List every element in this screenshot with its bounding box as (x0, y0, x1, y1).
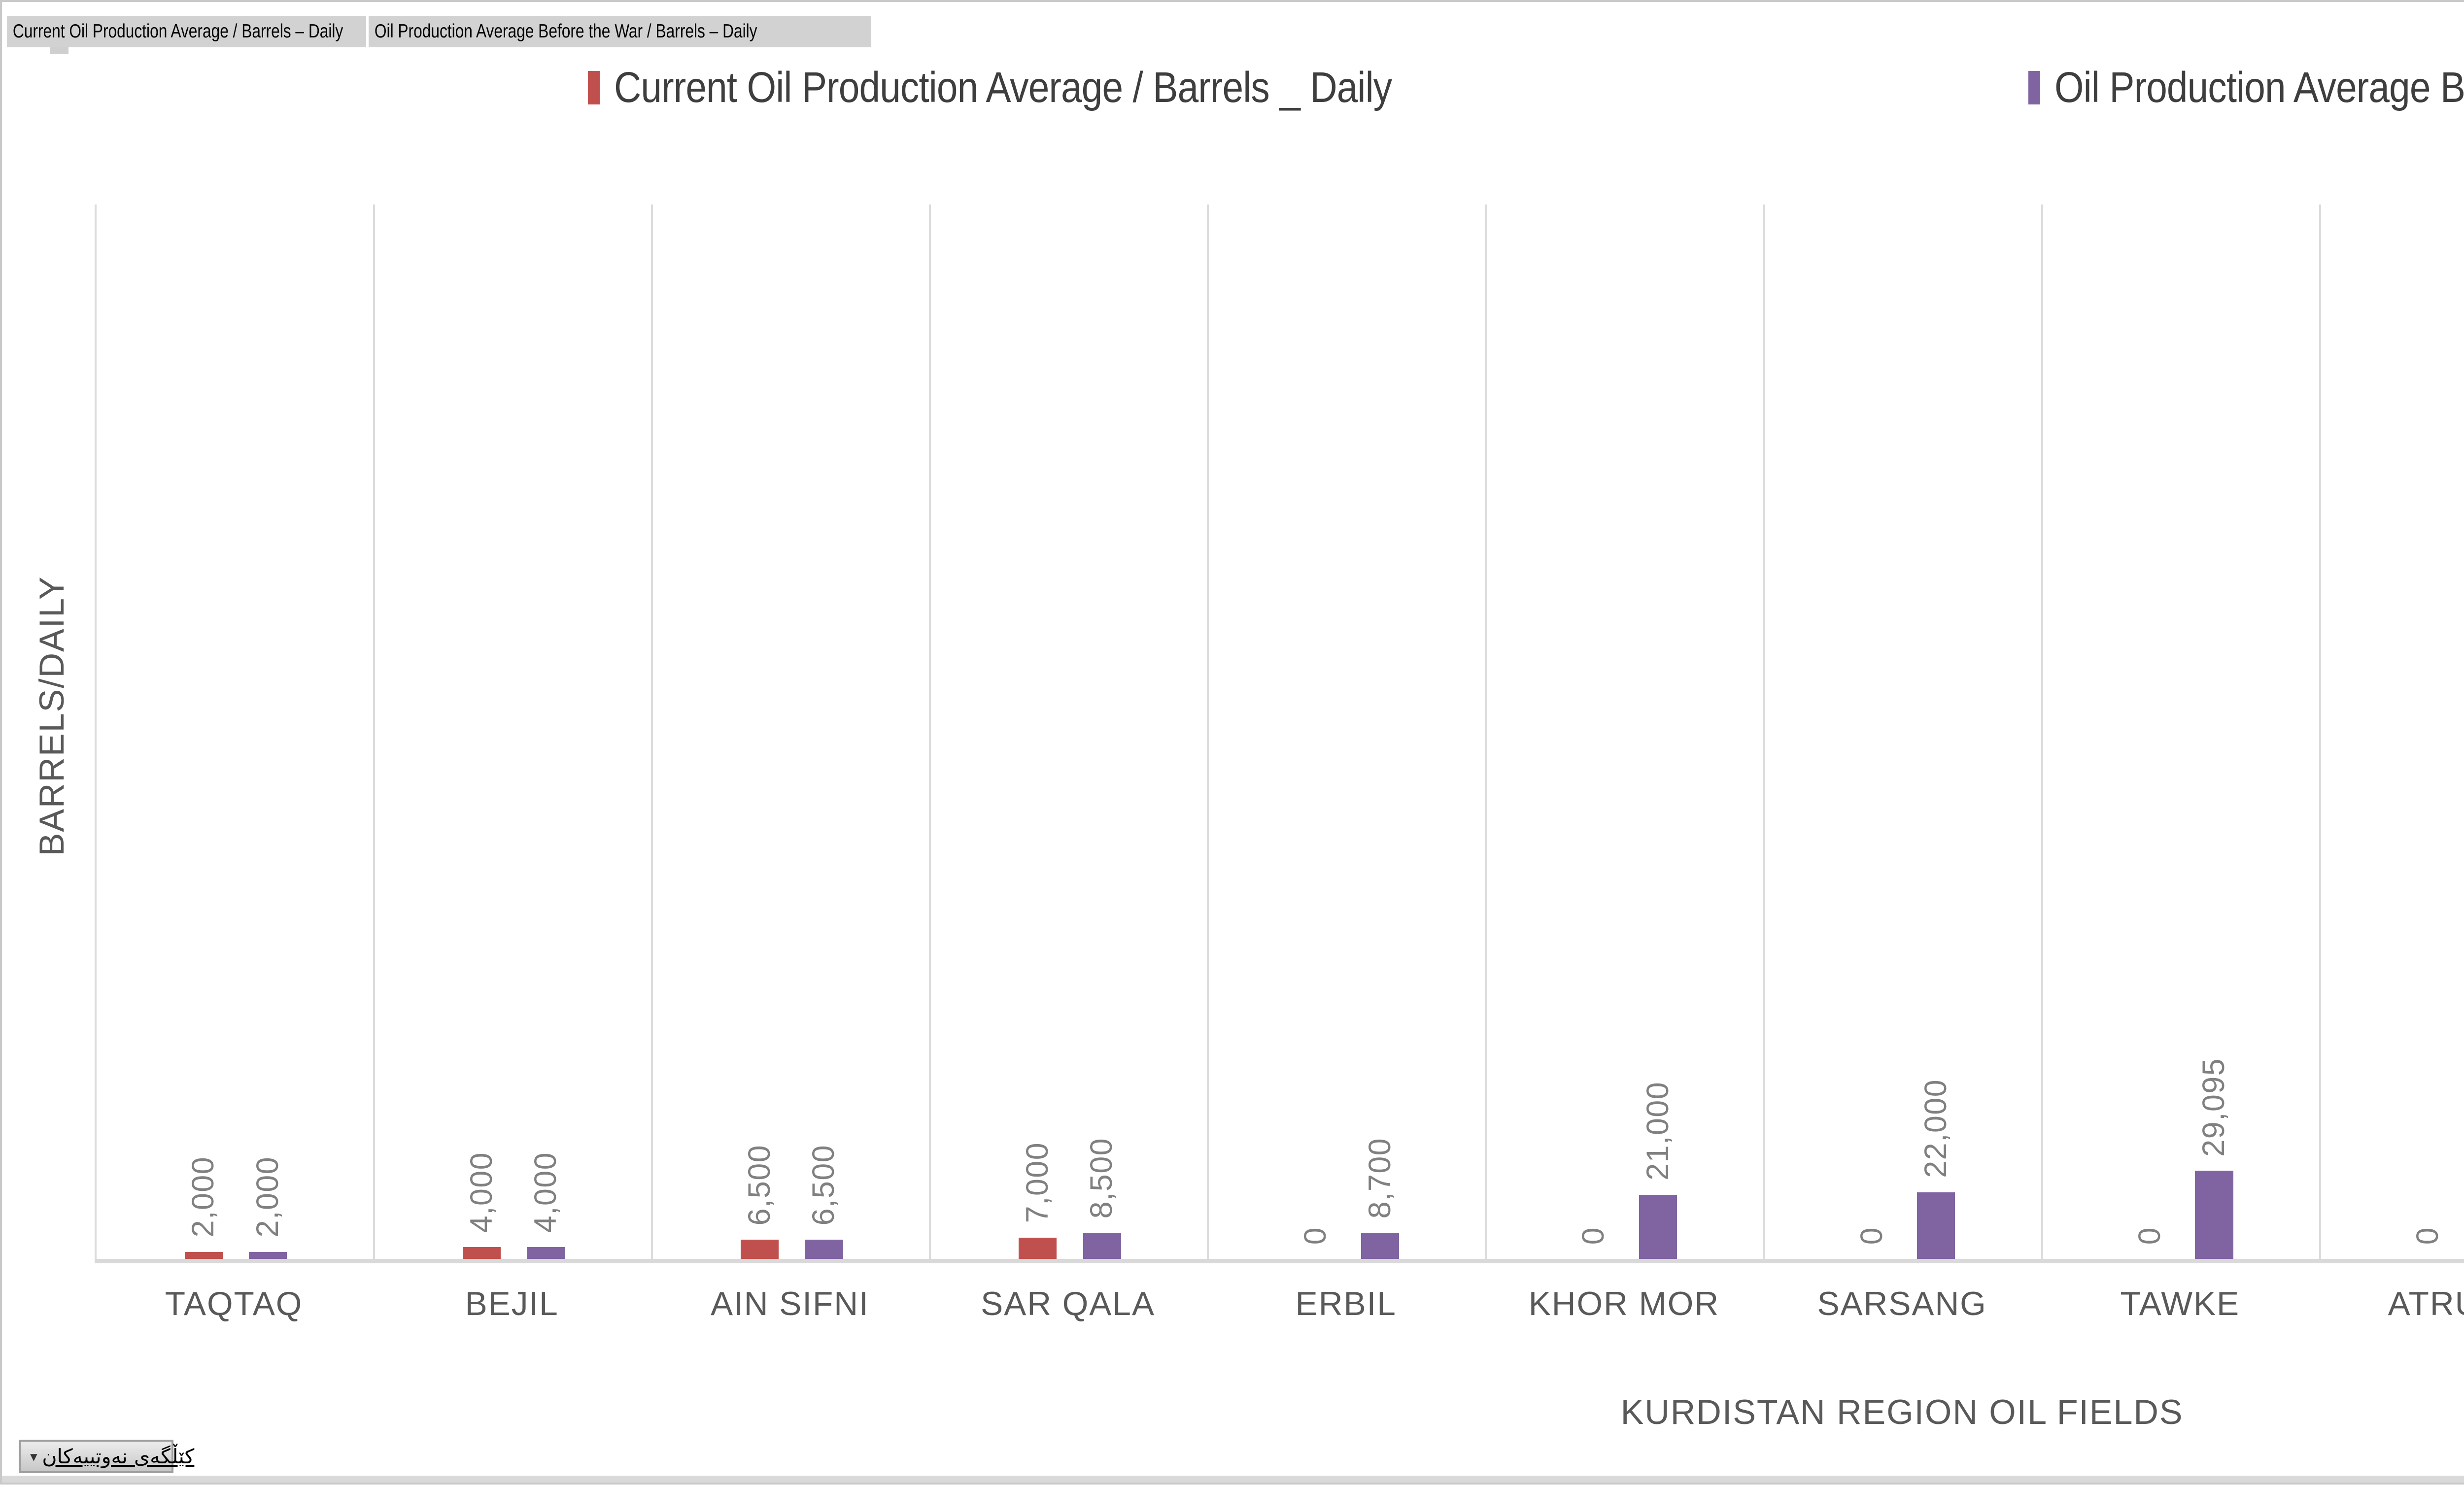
oil-fields-filter-label: کێڵگەی نەوتییەکان (42, 1445, 195, 1469)
bar-current (462, 1247, 501, 1259)
series-chip-current-label: Current Oil Production Average / Barrels… (12, 21, 343, 42)
category-cell: 4,000 4,000 (373, 204, 653, 1259)
bar-value-label: 0 (1298, 1226, 1333, 1245)
dropdown-caret-icon: ▾ (30, 1448, 37, 1465)
series-chip-before-war[interactable]: Oil Production Average Before the War / … (369, 16, 871, 47)
bar-before-war (2195, 1171, 2233, 1259)
bar-value-label: 2,000 (186, 1156, 221, 1238)
category-cell: 6,500 6,500 (650, 204, 931, 1259)
bar-value-label: 22,000 (1918, 1079, 1953, 1178)
plot-area: 2,000 2,000 4,000 4,000 6,500 6,500 7,000 8,500… (95, 204, 2464, 1264)
category-cell: 2,000 2,000 (95, 204, 375, 1259)
bar-value-label: 8,700 (1362, 1137, 1397, 1218)
x-axis-title: KURDISTAN REGION OIL FIELDS (1620, 1392, 2184, 1431)
bar-current (1019, 1237, 1057, 1259)
category-cell: 0 22,000 (1763, 204, 2043, 1259)
category-label: AIN SIFNI (710, 1285, 869, 1323)
category-label: KHOR MOR (1528, 1285, 1720, 1323)
category-cell: 0 8,700 (1207, 204, 1487, 1259)
category-label: SARSANG (1817, 1285, 1987, 1323)
category-cell: 7,000 8,500 (928, 204, 1209, 1259)
bar-before-war (1083, 1232, 1121, 1259)
bar-before-war (1917, 1192, 1955, 1259)
legend-swatch-current (587, 71, 600, 104)
bar-value-label: 0 (2410, 1226, 2445, 1245)
bottom-strip (2, 1475, 2464, 1483)
category-cell: 0 21,000 (1485, 204, 1765, 1259)
bar-value-label: 6,500 (742, 1145, 777, 1226)
bar-value-label: 6,500 (806, 1145, 841, 1226)
series-chip-before-war-label: Oil Production Average Before the War / … (374, 21, 757, 42)
bar-before-war (805, 1240, 843, 1259)
bar-value-label: 2,000 (250, 1156, 285, 1238)
bar-before-war (1639, 1194, 1677, 1259)
bar-value-label: 4,000 (528, 1151, 563, 1233)
series-chip-current[interactable]: Current Oil Production Average / Barrels… (6, 16, 367, 47)
bar-value-label: 29,095 (2196, 1057, 2231, 1157)
category-label: ATRUSH (2388, 1285, 2464, 1323)
category-cell: 0 29,095 (2041, 204, 2321, 1259)
category-label: SAR QALA (981, 1285, 1155, 1323)
bar-value-label: 4,000 (464, 1151, 499, 1233)
category-cell: 031,500 (2319, 204, 2464, 1259)
bar-value-label: 0 (1854, 1226, 1889, 1245)
bar-current (740, 1240, 779, 1259)
category-label: BEJIL (465, 1285, 559, 1323)
legend-label-current: Current Oil Production Average / Barrels… (614, 63, 1392, 111)
oil-fields-filter-button[interactable]: ▾ کێڵگەی نەوتییەکان (18, 1440, 194, 1473)
bar-value-label: 8,500 (1084, 1137, 1119, 1218)
category-label: ERBIL (1295, 1285, 1397, 1323)
legend-item-current: Current Oil Production Average / Barrels… (587, 62, 1498, 114)
category-label: TAWKE (2120, 1285, 2240, 1323)
bar-value-label: 0 (1576, 1226, 1611, 1245)
legend-label-before-war: Oil Production Average Before the War / … (2054, 63, 2464, 111)
bar-value-label: 21,000 (1640, 1081, 1675, 1181)
bar-before-war (527, 1247, 565, 1259)
bar-before-war (249, 1251, 287, 1259)
y-axis-title: BARRELS/DAILY (33, 576, 71, 856)
category-axis: TAQTAQ BEJIL AIN SIFNI SAR QALA ERBIL KHOR MO… (95, 1281, 2464, 1328)
legend-item-before-war: Oil Production Average Before the War / … (2028, 62, 2464, 114)
bar-value-label: 0 (2132, 1226, 2167, 1245)
bar-current (184, 1251, 223, 1259)
selection-handle[interactable] (49, 47, 69, 55)
bar-value-label: 7,000 (1020, 1142, 1055, 1223)
bar-before-war (1361, 1232, 1400, 1259)
legend-swatch-before-war (2028, 71, 2040, 104)
category-label: TAQTAQ (165, 1285, 303, 1323)
